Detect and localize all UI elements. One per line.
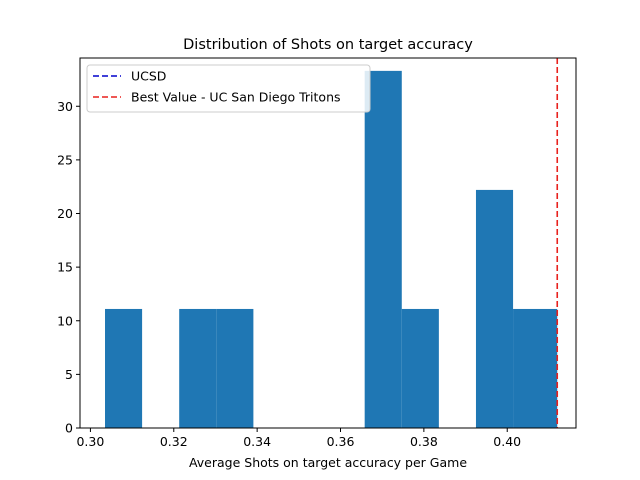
histogram-bar-8 (401, 308, 439, 428)
legend-box (86, 64, 371, 113)
y-tick-label: 10 (57, 313, 73, 328)
histogram-bar-7 (364, 70, 402, 428)
histogram-bar-10 (475, 189, 514, 428)
x-axis-label: Average Shots on target accuracy per Gam… (189, 455, 467, 470)
x-tick-label: 0.36 (327, 434, 355, 449)
y-tick-label: 25 (57, 152, 73, 167)
x-tick-label: 0.34 (243, 434, 271, 449)
y-tick-label: 5 (65, 367, 73, 382)
y-tick-label: 30 (57, 99, 73, 114)
y-axis-ticks: 0 5 10 15 20 25 30 (57, 99, 80, 436)
legend-entry-0: UCSD (131, 69, 166, 84)
histogram-bar-3 (216, 308, 254, 428)
plot-frame (79, 57, 577, 429)
legend-entry-1: Best Value - UC San Diego Tritons (131, 90, 341, 105)
histogram-bar-0 (105, 308, 143, 428)
x-tick-label: 0.40 (493, 434, 521, 449)
x-tick-label: 0.30 (76, 434, 104, 449)
x-axis-ticks: 0.30 0.32 0.34 0.36 0.38 0.40 (76, 428, 521, 449)
legend: UCSD Best Value - UC San Diego Tritons (86, 64, 371, 113)
y-tick-label: 0 (65, 421, 73, 436)
histogram-bars (105, 70, 558, 428)
histogram-bar-11 (513, 308, 558, 428)
y-tick-label: 15 (57, 260, 73, 275)
chart-title: Distribution of Shots on target accuracy (183, 37, 473, 53)
y-tick-label: 20 (57, 206, 73, 221)
x-tick-label: 0.32 (160, 434, 188, 449)
x-tick-label: 0.38 (410, 434, 438, 449)
histogram-bar-2 (179, 308, 217, 428)
